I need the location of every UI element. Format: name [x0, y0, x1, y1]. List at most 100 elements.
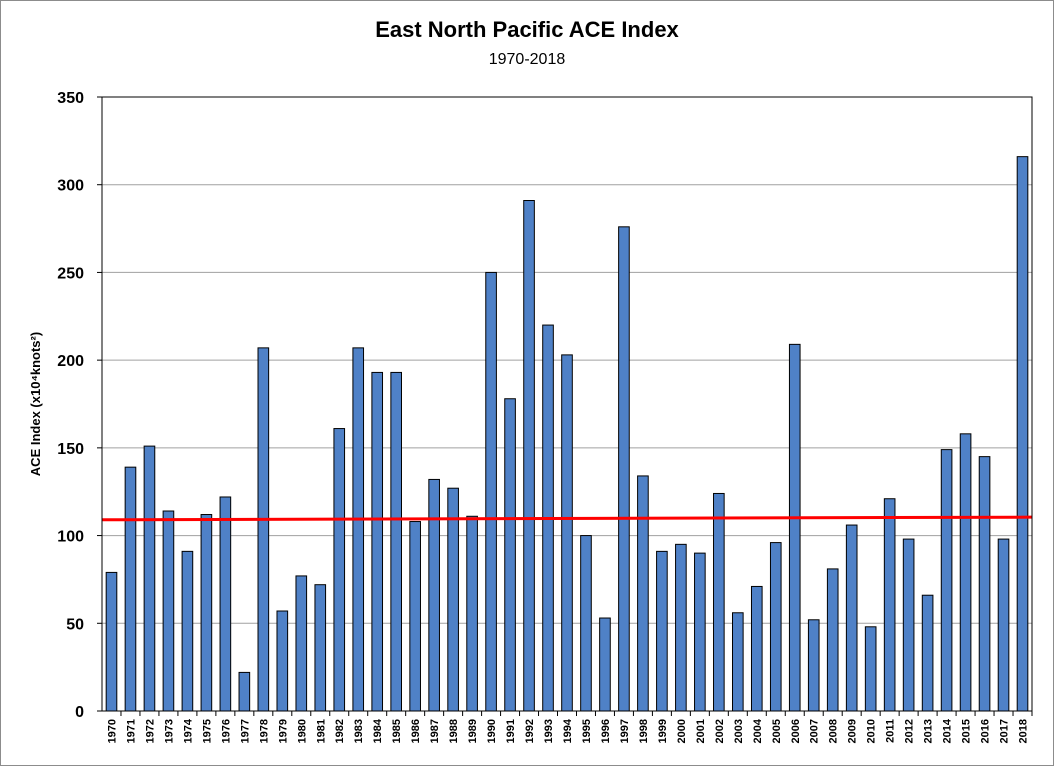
x-tick-label: 1976 — [220, 719, 232, 743]
bar-2014 — [940, 449, 953, 712]
bar-2010 — [864, 626, 877, 712]
bar-1994 — [561, 354, 573, 712]
x-tick-label: 1979 — [277, 719, 289, 743]
bar-1975 — [200, 514, 213, 712]
x-tick-label: 1996 — [600, 719, 612, 743]
trendline — [101, 515, 1033, 522]
bar-2008 — [826, 568, 839, 712]
x-tick-label: 2005 — [771, 719, 783, 743]
x-tick-label: 1991 — [505, 719, 517, 743]
bar-1999 — [656, 550, 668, 712]
x-tick-label: 1981 — [315, 719, 327, 743]
x-tick-label: 1989 — [467, 719, 479, 743]
x-tick-label: 1980 — [296, 719, 308, 743]
bar-2011 — [883, 498, 896, 712]
x-tick-label: 1978 — [258, 719, 270, 743]
x-tick-label: 1982 — [334, 719, 346, 743]
y-tick-label: 50 — [66, 616, 84, 633]
x-tick-label: 1974 — [182, 718, 194, 743]
x-tick-label: 2004 — [752, 718, 764, 743]
x-tick-label: 1995 — [581, 719, 593, 743]
bar-2017 — [997, 538, 1010, 712]
x-tick-label: 1986 — [410, 719, 422, 743]
x-tick-label: 1990 — [486, 719, 498, 743]
bar-1998 — [637, 475, 649, 712]
x-tick-label: 1975 — [201, 719, 213, 743]
x-tick-label: 2003 — [733, 719, 745, 743]
bar-2002 — [713, 492, 725, 712]
x-tick-label: 2014 — [942, 718, 954, 743]
bar-2007 — [807, 619, 820, 712]
chart-subtitle: 1970-2018 — [488, 51, 566, 68]
plot-area-border — [101, 96, 1033, 712]
x-tick-label: 1994 — [562, 718, 574, 743]
x-tick-label: 1987 — [429, 719, 441, 743]
x-tick-label: 2015 — [961, 719, 973, 743]
bar-2015 — [959, 433, 972, 712]
bar-2003 — [732, 612, 744, 712]
x-tick-label: 2009 — [847, 719, 859, 743]
y-tick-label: 250 — [57, 265, 84, 282]
bar-1995 — [580, 535, 592, 712]
x-tick-label: 2001 — [695, 719, 707, 743]
bar-1980 — [295, 575, 308, 712]
bar-2006 — [788, 343, 801, 712]
bar-1988 — [447, 487, 459, 712]
x-tick-label: 1997 — [619, 719, 631, 743]
bar-2016 — [978, 456, 991, 712]
bar-1974 — [181, 550, 194, 712]
y-tick-label: 100 — [57, 529, 84, 546]
bar-1970 — [105, 571, 118, 712]
bar-2012 — [902, 538, 915, 712]
x-tick-label: 2006 — [790, 719, 802, 743]
y-tick-label: 150 — [57, 441, 84, 458]
bar-1983 — [352, 347, 365, 712]
bar-2009 — [845, 524, 858, 712]
x-tick-label: 2018 — [1018, 719, 1030, 743]
bar-1991 — [504, 398, 516, 712]
x-tick-label: 1971 — [125, 719, 137, 743]
bar-2005 — [769, 542, 782, 712]
y-tick-label: 0 — [75, 704, 84, 721]
bar-1996 — [599, 617, 611, 712]
y-tick-label: 300 — [57, 178, 84, 195]
x-tick-label: 2012 — [904, 719, 916, 743]
x-tick-label: 1998 — [638, 719, 650, 743]
bar-1976 — [219, 496, 232, 712]
y-tick-label: 350 — [57, 90, 84, 107]
x-tick-label: 1988 — [448, 719, 460, 743]
x-tick-label: 1973 — [163, 719, 175, 743]
bar-2000 — [675, 543, 687, 712]
bar-1979 — [276, 610, 289, 712]
bar-1982 — [333, 428, 346, 712]
y-tick-label: 200 — [57, 353, 84, 370]
x-tick-label: 2011 — [885, 719, 897, 743]
bar-1987 — [428, 478, 440, 712]
bar-2001 — [694, 552, 706, 712]
bars — [105, 156, 1029, 712]
bar-2013 — [921, 594, 934, 712]
x-tick-label: 2010 — [866, 719, 878, 743]
x-tick-label: 2000 — [676, 719, 688, 743]
bar-1984 — [371, 371, 384, 712]
x-tick-label: 2013 — [923, 719, 935, 743]
bar-1989 — [466, 515, 478, 712]
x-tick-label: 1972 — [144, 719, 156, 743]
bar-1972 — [143, 445, 156, 712]
x-tick-label: 1992 — [524, 719, 536, 743]
bar-1986 — [409, 521, 421, 712]
bar-1971 — [124, 466, 137, 712]
x-tick-label: 1970 — [106, 719, 118, 743]
x-tick-label: 1985 — [391, 719, 403, 743]
x-tick-label: 2017 — [999, 719, 1011, 743]
bar-2004 — [750, 585, 763, 712]
bar-1997 — [618, 226, 630, 712]
y-axis-label: ACE Index (x10⁴knots²) — [28, 332, 43, 476]
bar-1978 — [257, 347, 270, 712]
x-tick-label: 2016 — [980, 719, 992, 743]
x-tick-label: 1999 — [657, 719, 669, 743]
x-tick-label: 1984 — [372, 718, 384, 743]
trendline-layer — [101, 515, 1033, 522]
chart-title: East North Pacific ACE Index — [375, 17, 679, 42]
